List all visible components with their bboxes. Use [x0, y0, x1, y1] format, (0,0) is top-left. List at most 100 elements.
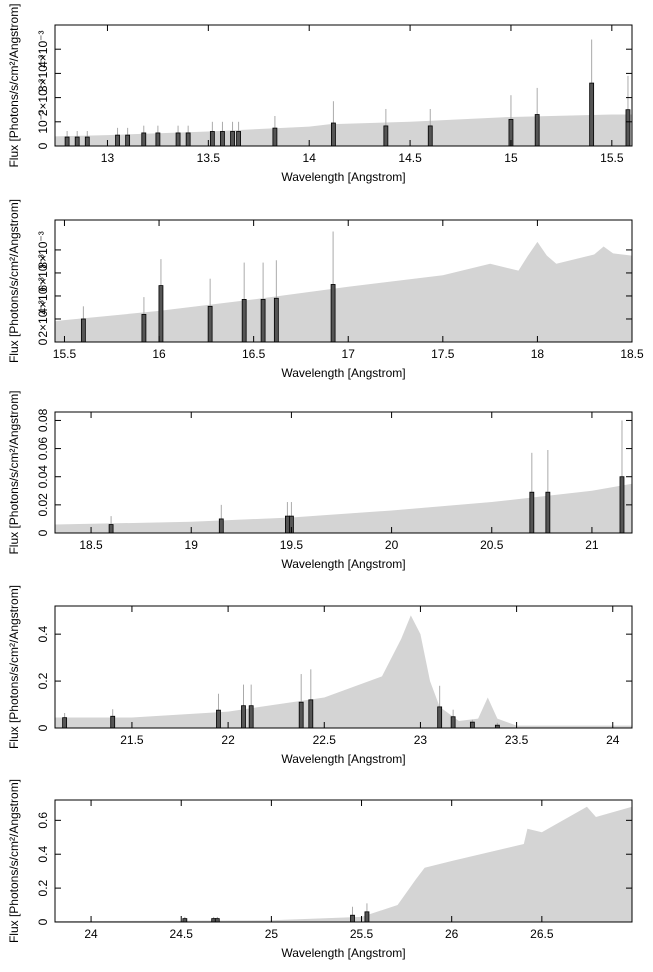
- y-tick-label: 0.2: [36, 672, 50, 689]
- x-tick-label: 25.5: [350, 927, 374, 941]
- y-tick-label: 0: [36, 724, 50, 731]
- data-bar: [108, 524, 114, 534]
- panel: 13 13.5 14 14.5 15 15.5 0 10⁻³2×10⁻³3×10⁻³4×10⁻…: [7, 3, 633, 184]
- y-tick-label: 6×10⁻³: [36, 254, 50, 291]
- data-bar: [84, 136, 90, 147]
- x-tick-label: 24: [84, 927, 98, 941]
- y-tick-label: 0.06: [36, 437, 50, 461]
- x-axis-label: Wavelength [Angstrom]: [281, 557, 405, 571]
- x-axis-label: Wavelength [Angstrom]: [281, 170, 405, 184]
- data-bar: [427, 125, 433, 147]
- x-tick-label: 13: [101, 151, 115, 165]
- plot-frame: [54, 219, 633, 343]
- y-axis-label: Flux [Photons/s/cm²/Angstrom]: [7, 779, 21, 943]
- y-tick-label: 10⁻³: [36, 110, 50, 134]
- plot-frame: [54, 24, 633, 147]
- y-tick-label: 0.4: [36, 625, 50, 642]
- x-tick-label: 18: [531, 347, 545, 361]
- x-tick-label: 18.5: [79, 538, 103, 552]
- data-bar: [534, 114, 540, 147]
- data-bar: [248, 705, 254, 729]
- data-bar: [273, 297, 279, 343]
- data-bar: [272, 127, 278, 147]
- x-tick-label: 15.5: [600, 151, 624, 165]
- x-tick-label: 19: [185, 538, 199, 552]
- data-bar: [241, 299, 247, 343]
- y-tick-label: 0.4: [36, 846, 50, 863]
- panel: 24 24.5 25 25.5 26 26.5 0 0.2 0.4 0.6 Wavelength […: [7, 779, 633, 960]
- data-bar: [216, 709, 221, 729]
- data-bar: [64, 136, 70, 147]
- x-tick-label: 19.5: [280, 538, 304, 552]
- data-bar: [115, 134, 120, 147]
- panel: 15.5 16 16.5 17 17.5 18 18.5 02×10⁻³4×10⁻³6×10⁻…: [7, 199, 644, 380]
- data-bar: [260, 299, 266, 343]
- y-axis-label: Flux [Photons/s/cm²/Angstrom]: [7, 3, 21, 167]
- data-bar: [330, 284, 336, 343]
- y-tick-label: 0.08: [36, 408, 50, 432]
- x-tick-label: 15: [504, 151, 518, 165]
- data-bar: [350, 914, 355, 923]
- x-tick-label: 16: [152, 347, 166, 361]
- data-bar: [209, 131, 215, 147]
- data-bar: [383, 125, 389, 147]
- data-bar: [298, 701, 304, 729]
- data-bar: [214, 918, 220, 923]
- y-axis-label: Flux [Photons/s/cm²/Angstrom]: [7, 390, 21, 554]
- model-area: [55, 241, 632, 342]
- x-tick-label: 15.5: [53, 347, 77, 361]
- model-area: [55, 806, 632, 922]
- y-tick-label: 0.6: [36, 812, 50, 829]
- x-tick-label: 18.5: [620, 347, 644, 361]
- data-bar: [80, 318, 86, 343]
- data-bar: [241, 705, 246, 729]
- plot-frame: [54, 411, 633, 534]
- y-tick-label: 3×10⁻³: [36, 55, 50, 92]
- x-tick-label: 24: [606, 733, 620, 747]
- x-tick-label: 26: [445, 927, 459, 941]
- x-axis-label: Wavelength [Angstrom]: [281, 366, 405, 380]
- y-tick-label: 2×10⁻³: [36, 300, 50, 337]
- data-bar: [141, 313, 147, 343]
- data-bar: [155, 132, 161, 147]
- x-axis-label: Wavelength [Angstrom]: [281, 752, 405, 766]
- data-bar: [529, 491, 535, 534]
- data-bar: [331, 122, 336, 147]
- model-area: [55, 615, 632, 728]
- y-tick-label: 0.2: [36, 879, 50, 896]
- data-bar: [469, 721, 475, 729]
- data-bar: [230, 131, 235, 147]
- data-bar: [175, 132, 181, 147]
- x-tick-label: 22: [221, 733, 235, 747]
- data-bar: [285, 515, 290, 534]
- model-area: [55, 483, 632, 533]
- x-tick-label: 14.5: [398, 151, 422, 165]
- panel: 21.5 22 22.5 23 23.5 24 0 0.2 0.4 Wavelength [Ang…: [7, 585, 633, 766]
- x-tick-label: 26.5: [530, 927, 554, 941]
- data-bar: [185, 132, 191, 147]
- x-tick-label: 23: [414, 733, 428, 747]
- data-bar: [437, 706, 443, 729]
- data-bar: [125, 134, 131, 147]
- x-tick-label: 16.5: [242, 347, 266, 361]
- x-tick-label: 23.5: [505, 733, 529, 747]
- y-tick-label: 0: [36, 529, 50, 536]
- data-bar: [308, 699, 314, 729]
- data-bar: [619, 476, 625, 534]
- x-tick-label: 17.5: [431, 347, 455, 361]
- y-tick-label: 8×10⁻³: [36, 231, 50, 268]
- y-tick-label: 0.02: [36, 493, 50, 517]
- x-tick-label: 13.5: [197, 151, 221, 165]
- y-tick-label: 0: [36, 338, 50, 345]
- data-bar: [364, 911, 370, 923]
- data-bar: [450, 716, 456, 729]
- y-tick-label: 0.04: [36, 465, 50, 489]
- data-bar: [74, 136, 80, 147]
- y-axis-label: Flux [Photons/s/cm²/Angstrom]: [7, 585, 21, 749]
- panel: 18.5 19 19.5 20 20.5 21 0 0.02 0.04 0.06 0.08 Wavel…: [7, 390, 633, 571]
- y-tick-label: 2×10⁻³: [36, 79, 50, 116]
- x-tick-label: 25: [265, 927, 279, 941]
- y-tick-label: 4×10⁻³: [36, 31, 50, 68]
- x-tick-label: 17: [342, 347, 356, 361]
